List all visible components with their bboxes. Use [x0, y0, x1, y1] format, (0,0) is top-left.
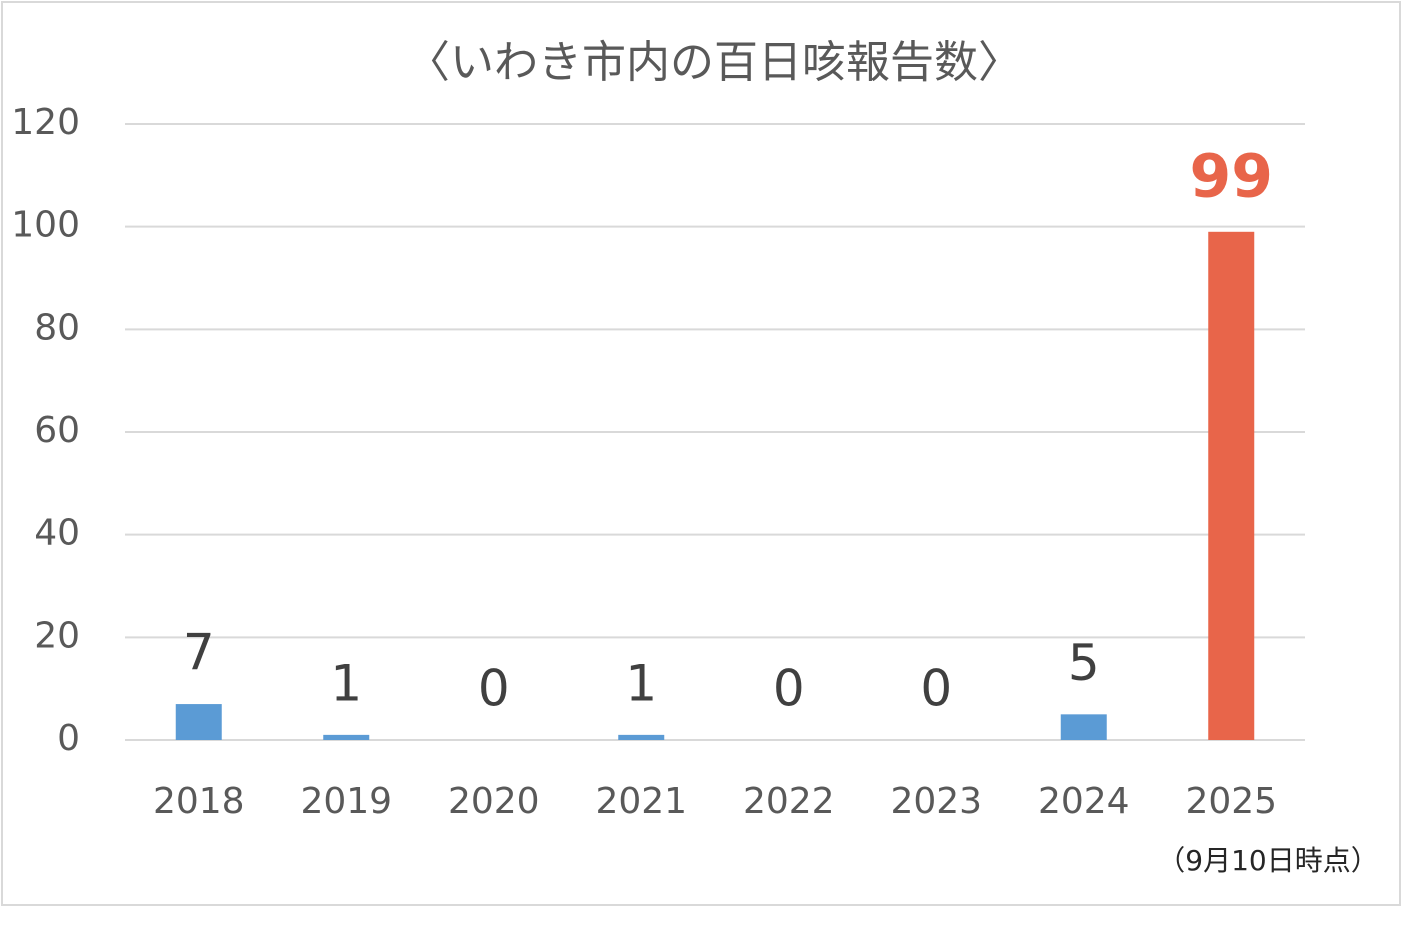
x-tick-label: 2021: [595, 781, 687, 822]
data-label: 1: [625, 654, 657, 712]
x-tick-label: 2022: [743, 781, 835, 822]
x-tick-label: 2023: [890, 781, 982, 822]
x-tick-label: 2020: [448, 781, 540, 822]
bar: [1208, 231, 1255, 741]
x-tick-label: 2024: [1038, 781, 1130, 822]
data-label: 1: [330, 654, 362, 712]
bar: [618, 734, 665, 740]
y-tick-label: 0: [57, 718, 80, 759]
bar: [1060, 714, 1107, 740]
x-tick-label: 2018: [153, 781, 245, 822]
chart-border: [1, 1, 1401, 906]
data-label: 7: [183, 624, 215, 682]
y-tick-label: 80: [34, 307, 80, 348]
y-tick-label: 20: [34, 615, 80, 656]
y-tick-label: 100: [11, 205, 80, 246]
data-label: 0: [773, 660, 805, 718]
bar: [323, 734, 370, 740]
data-label: 99: [1190, 141, 1274, 211]
data-label: 0: [920, 660, 952, 718]
data-label: 5: [1068, 634, 1100, 692]
y-tick-label: 60: [34, 410, 80, 451]
annotation: （9月10日時点）: [1157, 844, 1378, 877]
data-label: 0: [478, 660, 510, 718]
chart-title: 〈いわき市内の百日咳報告数〉: [406, 37, 1022, 88]
x-tick-label: 2025: [1185, 781, 1277, 822]
y-tick-label: 120: [11, 102, 80, 143]
x-tick-label: 2019: [300, 781, 392, 822]
y-tick-label: 40: [34, 513, 80, 554]
bar: [175, 704, 222, 740]
